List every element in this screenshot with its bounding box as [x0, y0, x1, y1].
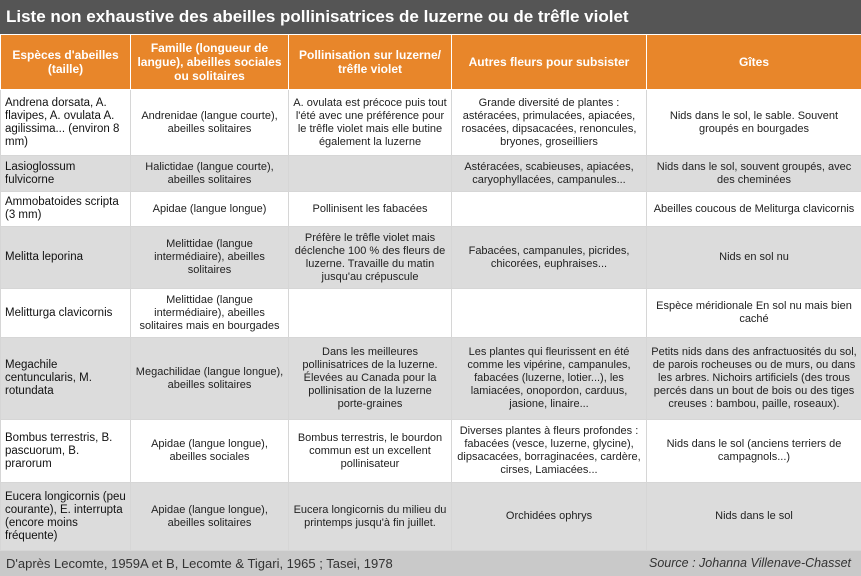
- pollination-cell: Préfère le trêfle violet mais déclenche …: [288, 226, 452, 289]
- family-cell: Apidae (langue longue), abeilles sociale…: [130, 419, 289, 483]
- nests-cell: Nids en sol nu: [646, 226, 861, 289]
- table-row: Ammobatoides scripta (3 mm) Apidae (lang…: [0, 191, 861, 227]
- source-credit: Source : Johanna Villenave-Chasset: [649, 556, 851, 570]
- species-cell: Lasioglossum fulvicorne: [0, 155, 131, 192]
- pollination-cell: Eucera longicornis du milieu du printemp…: [288, 482, 452, 551]
- species-cell: Ammobatoides scripta (3 mm): [0, 191, 131, 227]
- flowers-cell: Diverses plantes à fleurs profondes : fa…: [451, 419, 647, 483]
- flowers-cell: Fabacées, campanules, picrides, chicorée…: [451, 226, 647, 289]
- page-title: Liste non exhaustive des abeilles pollin…: [0, 0, 861, 34]
- pollination-cell: [288, 155, 452, 192]
- table-header-row: Espèces d'abeilles (taille) Famille (lon…: [0, 34, 861, 90]
- nests-cell: Espèce méridionale En sol nu mais bien c…: [646, 288, 861, 338]
- nests-cell: Nids dans le sol: [646, 482, 861, 551]
- family-cell: Megachilidae (langue longue), abeilles s…: [130, 337, 289, 420]
- flowers-cell: [451, 288, 647, 338]
- species-cell: Melitturga clavicornis: [0, 288, 131, 338]
- species-cell: Melitta leporina: [0, 226, 131, 289]
- column-header-species: Espèces d'abeilles (taille): [0, 34, 131, 90]
- pollinator-table: Espèces d'abeilles (taille) Famille (lon…: [0, 34, 861, 551]
- pollination-cell: Pollinisent les fabacées: [288, 191, 452, 227]
- table-row: Melitta leporina Melittidae (langue inte…: [0, 226, 861, 289]
- column-header-flowers: Autres fleurs pour subsister: [451, 34, 647, 90]
- column-header-family: Famille (longueur de langue), abeilles s…: [130, 34, 289, 90]
- table-row: Bombus terrestris, B. pascuorum, B. prar…: [0, 419, 861, 483]
- family-cell: Andrenidae (langue courte), abeilles sol…: [130, 89, 289, 156]
- table-row: Megachile centuncularis, M. rotundata Me…: [0, 337, 861, 420]
- family-cell: Melittidae (langue intermédiaire), abeil…: [130, 226, 289, 289]
- species-cell: Bombus terrestris, B. pascuorum, B. prar…: [0, 419, 131, 483]
- column-header-pollination: Pollinisation sur luzerne/ trêfle violet: [288, 34, 452, 90]
- nests-cell: Abeilles coucous de Meliturga clavicorni…: [646, 191, 861, 227]
- species-cell: Andrena dorsata, A. flavipes, A. ovulata…: [0, 89, 131, 156]
- pollination-cell: [288, 288, 452, 338]
- flowers-cell: Orchidées ophrys: [451, 482, 647, 551]
- species-cell: Megachile centuncularis, M. rotundata: [0, 337, 131, 420]
- family-cell: Melittidae (langue intermédiaire), abeil…: [130, 288, 289, 338]
- flowers-cell: Grande diversité de plantes : astéracées…: [451, 89, 647, 156]
- nests-cell: Petits nids dans des anfractuosités du s…: [646, 337, 861, 420]
- family-cell: Halictidae (langue courte), abeilles sol…: [130, 155, 289, 192]
- table-row: Eucera longicornis (peu courante), E. in…: [0, 482, 861, 551]
- table-row: Melitturga clavicornis Melittidae (langu…: [0, 288, 861, 338]
- table-row: Andrena dorsata, A. flavipes, A. ovulata…: [0, 89, 861, 156]
- flowers-cell: [451, 191, 647, 227]
- table-row: Lasioglossum fulvicorne Halictidae (lang…: [0, 155, 861, 192]
- species-cell: Eucera longicornis (peu courante), E. in…: [0, 482, 131, 551]
- nests-cell: Nids dans le sol, souvent groupés, avec …: [646, 155, 861, 192]
- flowers-cell: Les plantes qui fleurissent en été comme…: [451, 337, 647, 420]
- pollination-cell: A. ovulata est précoce puis tout l'été a…: [288, 89, 452, 156]
- pollination-cell: Dans les meilleures pollinisatrices de l…: [288, 337, 452, 420]
- pollination-cell: Bombus terrestris, le bourdon commun est…: [288, 419, 452, 483]
- column-header-nests: Gîtes: [646, 34, 861, 90]
- flowers-cell: Astéracées, scabieuses, apiacées, caryop…: [451, 155, 647, 192]
- family-cell: Apidae (langue longue): [130, 191, 289, 227]
- family-cell: Apidae (langue longue), abeilles solitai…: [130, 482, 289, 551]
- nests-cell: Nids dans le sol, le sable. Souvent grou…: [646, 89, 861, 156]
- reference-text: D'après Lecomte, 1959A et B, Lecomte & T…: [6, 556, 393, 571]
- nests-cell: Nids dans le sol (anciens terriers de ca…: [646, 419, 861, 483]
- footer: D'après Lecomte, 1959A et B, Lecomte & T…: [0, 551, 861, 576]
